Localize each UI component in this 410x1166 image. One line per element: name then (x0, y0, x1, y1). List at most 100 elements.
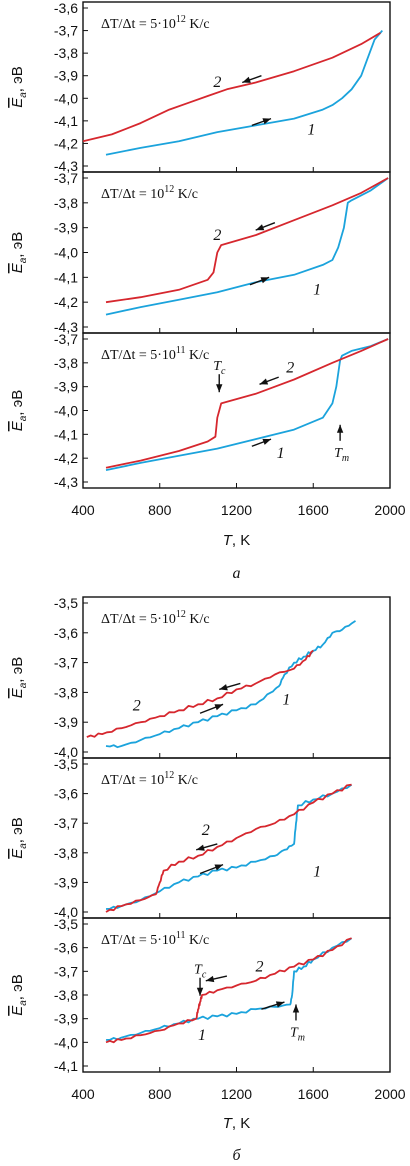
y-tick-label: -4,3 (54, 474, 78, 490)
y-axis-label: Ea, эВ (9, 232, 29, 274)
y-tick-label: -4,1 (54, 113, 78, 129)
y-tick-label: -4,1 (54, 269, 78, 285)
series-2-label: 2 (286, 359, 294, 376)
series-1-label: 1 (282, 691, 290, 708)
x-tick-label: 2000 (374, 1086, 405, 1102)
tm-label: Tm (334, 446, 349, 464)
heating-arrow-head (262, 118, 272, 125)
y-tick-label: -3,6 (54, 0, 78, 16)
y-axis-label: Ea, эВ (9, 390, 29, 432)
x-tick-label: 1200 (221, 1086, 252, 1102)
series-2-label: 2 (202, 822, 210, 839)
y-tick-label: -4,3 (54, 158, 78, 174)
series-2-line (105, 937, 352, 1044)
y-tick-label: -3,5 (54, 595, 78, 611)
y-tick-label: -3,5 (54, 916, 78, 932)
panel-3: -4,3 -4,2 -4,1 -4,0 -3,9 -3,8 -3,7 Ea, эВ ΔT/Δt … (9, 331, 391, 490)
series-1-line (105, 783, 353, 910)
series-1-label: 1 (307, 121, 315, 138)
panel-2: -4,0 -3,9 -3,8 -3,7 -3,6 -3,5 Ea, эВ ΔT/Δt = 10… (9, 756, 391, 920)
heating-arrow-head (214, 864, 224, 871)
y-tick-label: -3,6 (54, 940, 78, 956)
y-tick-label: -4,1 (54, 426, 78, 442)
cooling-arrow-head (219, 684, 228, 691)
heating-arrow (199, 863, 224, 875)
series-2-label: 2 (256, 958, 264, 975)
figure-a: -4,3 -4,2 -4,1 -4,0 -3,9 -3,8 -3,7 -3,6 Ea, эВ ΔT… (9, 0, 406, 582)
x-tick-label: 1600 (298, 1086, 329, 1102)
x-tick-label: 1600 (298, 502, 329, 518)
tm-arrow (292, 1004, 300, 1021)
y-tick-label: -3,6 (54, 786, 78, 802)
y-tick-label: -3,9 (54, 1011, 78, 1027)
y-tick-label: -4,2 (54, 450, 78, 466)
heating-arrow-head (260, 277, 270, 284)
tc-arrow-head (196, 987, 204, 996)
tc-label: Tc (194, 963, 207, 981)
y-tick-label: -4,0 (54, 245, 78, 261)
y-tick-label: -4,0 (54, 1034, 78, 1050)
cooling-arrow-head (259, 378, 269, 385)
figure-caption: б (232, 1147, 241, 1164)
y-tick-label: -4,0 (54, 90, 78, 106)
x-tick-label: 2000 (374, 502, 405, 518)
series-2-label: 2 (213, 74, 221, 91)
tm-arrow-head (336, 424, 344, 433)
heating-arrow (199, 703, 224, 714)
series-1-label: 1 (198, 1027, 206, 1044)
series-1-line (105, 620, 356, 749)
tm-arrow (336, 424, 344, 441)
cooling-arrow-head (205, 975, 215, 983)
series-1-label: 1 (313, 282, 321, 299)
y-tick-label: -3,9 (54, 220, 78, 236)
series-1-line (105, 338, 389, 471)
cooling-arrow (196, 843, 218, 851)
x-tick-label: 800 (148, 502, 172, 518)
rate-label: ΔT/Δt = 1012 K/c (101, 770, 198, 788)
rate-label: ΔT/Δt = 5·1011 K/c (101, 345, 209, 363)
heating-arrow-head (214, 704, 224, 711)
heating-arrow (261, 1001, 285, 1010)
y-tick-label: -3,8 (54, 195, 78, 211)
cooling-arrow (255, 222, 276, 231)
heating-arrow (251, 117, 272, 127)
cooling-arrow (259, 376, 279, 385)
y-tick-label: -4,0 (54, 904, 78, 920)
series-2-line (86, 649, 314, 738)
y-tick-label: -3,9 (54, 714, 78, 730)
heating-arrow (249, 276, 270, 286)
y-tick-label: -4,2 (54, 294, 78, 310)
x-axis-label: T, K (223, 1115, 251, 1132)
y-axis-label: Ea, эВ (9, 817, 29, 859)
cooling-arrow-head (196, 844, 205, 851)
y-tick-label: -3,7 (54, 963, 78, 979)
cooling-arrow-head (255, 224, 265, 231)
series-2-line (82, 32, 381, 143)
panel-2: -4,3 -4,2 -4,1 -4,0 -3,9 -3,8 -3,7 Ea, эВ ΔT/Δt … (9, 170, 391, 335)
cooling-arrow (242, 75, 262, 84)
rate-label: ΔT/Δt = 5·1012 K/c (101, 14, 210, 32)
y-tick-label: -4,3 (54, 319, 78, 335)
rate-label: ΔT/Δt = 5·1012 K/c (101, 609, 210, 627)
y-tick-label: -3,8 (54, 684, 78, 700)
cooling-arrow-head (242, 76, 251, 83)
tc-arrow (196, 977, 204, 996)
series-1-label: 1 (277, 445, 285, 462)
heating-arrow-head (275, 1001, 285, 1008)
tc-arrow-head (216, 384, 223, 393)
series-2-label: 2 (133, 697, 141, 714)
y-tick-label: -3,7 (54, 815, 78, 831)
series-2-line (105, 177, 389, 304)
y-tick-label: -3,7 (54, 331, 78, 347)
y-tick-label: -3,7 (54, 655, 78, 671)
panel-1: -4,0 -3,9 -3,8 -3,7 -3,6 -3,5 Ea, эВ ΔT/Δt = 5·… (9, 595, 391, 760)
y-tick-label: -4,2 (54, 135, 78, 151)
series-2-label: 2 (213, 227, 221, 244)
series-2-line (105, 783, 352, 913)
series-1-line (105, 177, 389, 316)
x-axis-label: T, K (223, 532, 251, 549)
heating-arrow (251, 438, 272, 447)
series-1-label: 1 (313, 863, 321, 880)
tm-label: Tm (290, 1025, 305, 1043)
